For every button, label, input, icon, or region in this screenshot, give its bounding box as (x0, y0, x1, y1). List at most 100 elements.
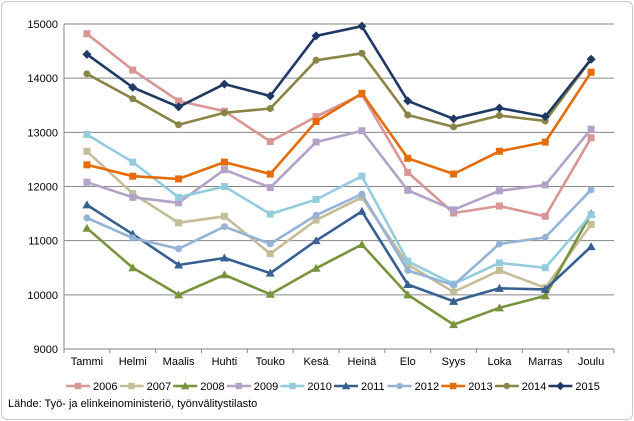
point-2007-huhti (220, 212, 228, 220)
y-tick-11000: 11000 (28, 236, 58, 248)
legend-marker-2012 (396, 382, 403, 390)
legend-label-2006: 2006 (93, 381, 117, 393)
x-tick-marras: Marras (528, 356, 563, 368)
point-2015-kesä (311, 31, 321, 41)
point-2013-marras (541, 138, 549, 146)
y-tick-14000: 14000 (27, 73, 58, 85)
point-2010-helmi (129, 158, 137, 166)
legend-marker-2009 (235, 382, 242, 390)
series-2015 (82, 21, 596, 124)
point-2007-touko (266, 250, 274, 258)
point-2015-marras (540, 112, 550, 122)
point-2010-marras (541, 264, 549, 272)
y-tick-10000: 10000 (27, 290, 58, 302)
point-2011-elo (403, 280, 413, 289)
point-2009-helmi (129, 193, 137, 201)
point-2011-kesä (311, 236, 321, 245)
point-2011-huhti (219, 253, 229, 262)
line-2014 (86, 51, 593, 129)
point-2013-heinä (358, 89, 366, 97)
line-2010 (86, 133, 593, 286)
point-2014-huhti (220, 109, 228, 117)
point-2009-marras (541, 181, 549, 189)
point-2014-tammi (83, 70, 91, 78)
point-2014-loka (495, 112, 503, 120)
point-2012-touko (266, 240, 274, 248)
legend-label-2007: 2007 (147, 381, 171, 393)
line-2006 (86, 32, 593, 218)
point-2013-loka (495, 147, 503, 155)
legend-label-2008: 2008 (200, 381, 224, 393)
point-2009-elo (404, 186, 412, 194)
point-2007-maalis (175, 219, 183, 227)
legend-item-2013: 2013 (441, 381, 493, 393)
point-2015-loka (494, 103, 504, 113)
series-2014 (83, 49, 595, 131)
y-tick-labels: 9000 10000 11000 12000 13000 14000 15000 (27, 19, 58, 356)
point-2010-loka (495, 259, 503, 267)
legend-marker-2006 (74, 382, 82, 390)
x-tick-touko: Touko (256, 356, 285, 368)
y-tick-12000: 12000 (27, 182, 58, 194)
point-2014-maalis (175, 121, 183, 129)
point-2008-touko (265, 289, 275, 298)
point-2006-kesä (312, 113, 320, 121)
legend: 2006 2007 2008 2009 2010 2011 2012 2013 2014 2015 (66, 381, 600, 393)
line-2015 (86, 24, 593, 121)
point-2010-touko (266, 210, 274, 218)
point-2015-syys (449, 114, 459, 124)
point-2006-elo (404, 168, 412, 176)
point-2006-maalis (175, 97, 183, 105)
legend-item-2007: 2007 (119, 381, 171, 393)
point-2014-elo (404, 111, 412, 119)
point-2008-tammi (82, 223, 92, 232)
point-2014-kesä (312, 56, 320, 64)
legend-item-2006: 2006 (66, 381, 117, 393)
gridlines (63, 23, 615, 353)
x-tick-huhti: Huhti (212, 356, 238, 368)
point-2010-huhti (220, 183, 228, 190)
point-2013-huhti (220, 158, 228, 166)
point-2013-touko (266, 170, 274, 178)
point-2007-joulu (587, 220, 595, 228)
series-lines (82, 21, 596, 329)
series-2007 (83, 147, 595, 296)
point-2008-syys (449, 320, 459, 329)
x-tick-maalis: Maalis (163, 356, 195, 368)
x-tick-syys: Syys (442, 356, 466, 368)
source-note: Lähde: Työ- ja elinkeinoministeriö, työn… (8, 398, 258, 410)
point-2009-touko (266, 184, 274, 192)
x-tick-joulu: Joulu (578, 356, 604, 368)
legend-marker-2015 (556, 381, 565, 391)
legend-item-2014: 2014 (494, 381, 546, 393)
x-tick-heinä: Heinä (348, 356, 378, 368)
y-tick-9000: 9000 (34, 344, 58, 356)
series-2012 (83, 186, 595, 289)
legend-label-2009: 2009 (254, 381, 278, 393)
point-2007-tammi (83, 147, 91, 155)
point-2006-touko (266, 138, 274, 146)
point-2010-kesä (312, 196, 320, 203)
point-2011-touko (265, 268, 275, 277)
point-2008-maalis (174, 290, 184, 299)
legend-label-2011: 2011 (361, 381, 385, 393)
point-2013-helmi (129, 172, 137, 180)
point-2013-tammi (83, 161, 91, 169)
point-2012-syys (450, 281, 458, 289)
legend-label-2015: 2015 (575, 381, 599, 393)
x-tick-tammi: Tammi (71, 356, 103, 368)
point-2012-maalis (175, 245, 183, 253)
point-2011-tammi (82, 200, 92, 209)
point-2015-helmi (128, 82, 138, 92)
legend-item-2009: 2009 (226, 381, 278, 393)
legend-label-2010: 2010 (307, 381, 331, 393)
point-2012-kesä (312, 211, 320, 219)
point-2007-loka (495, 266, 503, 274)
point-2015-huhti (219, 79, 229, 89)
point-2015-touko (265, 91, 275, 101)
y-tick-13000: 13000 (27, 127, 58, 139)
point-2006-helmi (129, 66, 137, 74)
point-2007-syys (450, 288, 458, 296)
point-2013-elo (404, 154, 412, 162)
